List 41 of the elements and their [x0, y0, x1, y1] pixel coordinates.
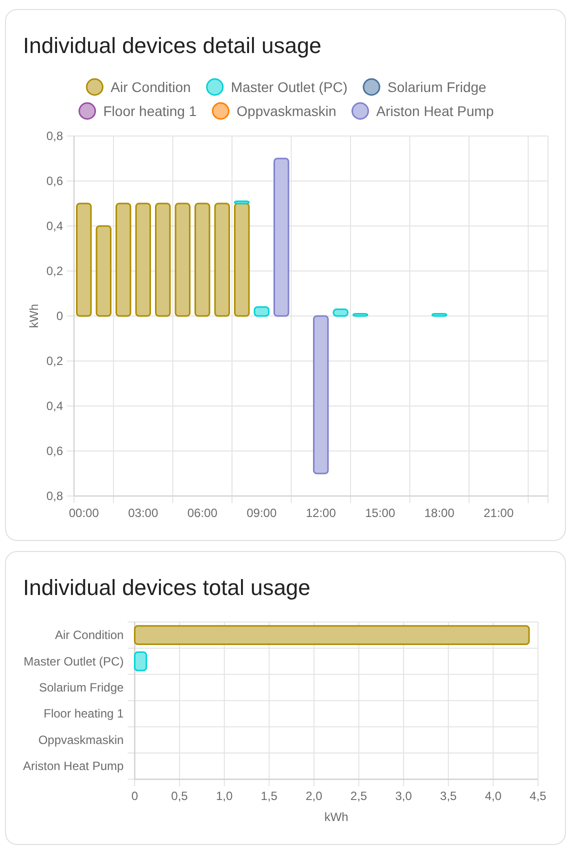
x-tick-label: 09:00 — [246, 506, 277, 520]
legend-label: Floor heating 1 — [103, 103, 197, 119]
y-tick-label: 0,6 — [46, 174, 64, 188]
legend-label: Ariston Heat Pump — [376, 103, 494, 119]
bar — [332, 308, 348, 317]
x-tick-label: 21:00 — [484, 506, 514, 520]
legend-label: Solarium Fridge — [388, 79, 487, 95]
bar — [432, 313, 448, 317]
x-tick-label: 03:00 — [128, 506, 158, 520]
y-tick-label: 0,4 — [46, 219, 64, 233]
bar — [313, 315, 329, 474]
y-tick-label: 0,2 — [46, 264, 64, 278]
x-tick-label: 15:00 — [365, 506, 396, 520]
bar — [155, 202, 171, 317]
y-axis-title: kWh — [27, 304, 41, 328]
y-tick-label: 0,2 — [46, 354, 64, 368]
y-tick-label: 0,4 — [46, 399, 64, 413]
bar — [174, 202, 190, 317]
legend-label: Air Condition — [110, 79, 191, 95]
bar — [254, 306, 270, 317]
chart-title: Individual devices detail usage — [23, 33, 322, 58]
bar — [96, 225, 112, 317]
bar — [135, 202, 151, 317]
x-tick-label: 06:00 — [187, 506, 218, 520]
bar — [274, 158, 290, 317]
x-tick-label: 00:00 — [68, 506, 100, 520]
bar — [116, 202, 132, 317]
y-tick-label: 0,6 — [46, 444, 64, 458]
x-tick-label: 18:00 — [424, 506, 455, 520]
bar — [234, 202, 250, 317]
y-tick-label: 0 — [56, 309, 64, 323]
bar — [76, 202, 92, 317]
bar — [352, 313, 368, 317]
x-tick-label: 12:00 — [306, 506, 336, 520]
legend-label: Master Outlet (PC) — [230, 79, 348, 95]
y-tick-label: 0,8 — [46, 489, 64, 503]
bar — [214, 202, 230, 317]
legend-label: Oppvaskmaskin — [236, 103, 336, 119]
bar — [194, 202, 210, 317]
y-tick-label: 0,8 — [46, 129, 64, 143]
bar — [234, 200, 250, 204]
